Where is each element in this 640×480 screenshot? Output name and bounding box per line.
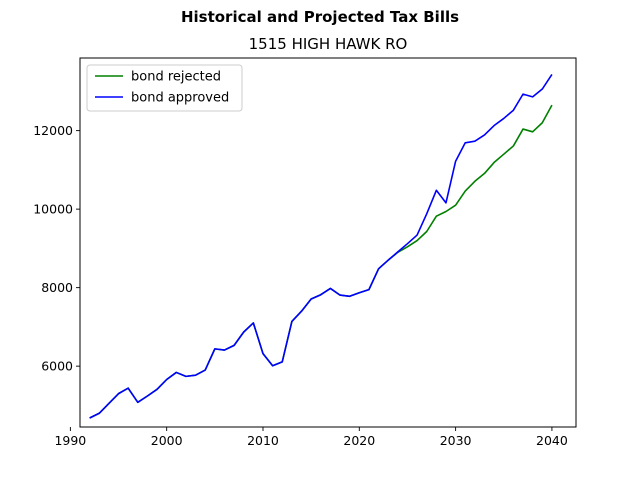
series-line-bond-approved [89,74,553,419]
y-tick-label: 8000 [41,280,73,295]
y-tick-label: 10000 [33,202,73,217]
legend-label-bond-approved: bond approved [131,91,229,106]
x-tick-label: 1990 [54,433,86,448]
x-tick-label: 2030 [440,433,472,448]
series-layer [89,74,553,419]
legend: bond rejected bond approved [86,64,243,112]
plot-frame [79,57,577,428]
x-tick-label: 2040 [536,433,568,448]
plot-area [80,58,576,427]
legend-label-bond-rejected: bond rejected [131,70,221,85]
chart-title: 1515 HIGH HAWK RO [249,35,408,53]
chart-suptitle: Historical and Projected Tax Bills [181,8,459,26]
x-tick-label: 2010 [247,433,279,448]
legend-box [86,64,243,112]
x-tick-label: 2000 [151,433,183,448]
y-tick-label: 12000 [33,123,73,138]
y-tick-label: 6000 [41,359,73,374]
x-tick-label: 2020 [343,433,375,448]
axes-layer: 1990 2000 2010 2020 2030 2040 6000 8000 10000 120… [33,123,568,448]
